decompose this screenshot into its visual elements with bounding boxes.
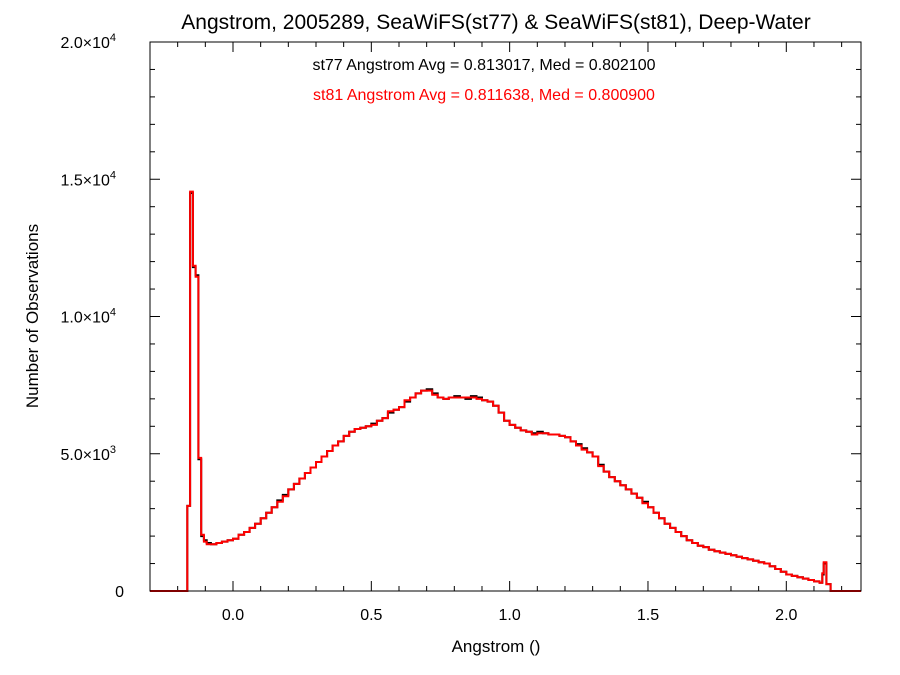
y-tick-label-3: 1.5×104 [60,169,116,189]
x-tick-label-1: 0.5 [360,607,382,624]
chart-title: Angstrom, 2005289, SeaWiFS(st77) & SeaWi… [181,11,810,34]
y-tick-label-1: 5.0×103 [60,444,116,464]
x-tick-label-4: 2.0 [775,607,797,624]
y-tick-label-4: 2.0×104 [60,32,116,52]
plot-frame [149,41,862,592]
series-line-0 [150,192,861,592]
x-tick-label-3: 1.5 [637,607,659,624]
tick-labels: 0.0 0.5 1.0 1.5 2.0 0 5.0×103 1.0×104 1.5×104 2.0… [60,32,797,624]
x-axis-label: Angstrom () [452,637,541,656]
y-tick-label-0: 0 [115,584,124,601]
series-layer [150,190,861,592]
annotation-st77: st77 Angstrom Avg = 0.813017, Med = 0.80… [312,57,655,74]
axis-ticks [150,41,861,592]
y-axis-label: Number of Observations [23,224,42,408]
annotation-st81: st81 Angstrom Avg = 0.811638, Med = 0.80… [313,87,655,104]
x-tick-label-0: 0.0 [222,607,244,624]
x-tick-label-2: 1.0 [499,607,521,624]
y-tick-label-2: 1.0×104 [60,307,116,327]
series-line-1 [150,190,861,592]
